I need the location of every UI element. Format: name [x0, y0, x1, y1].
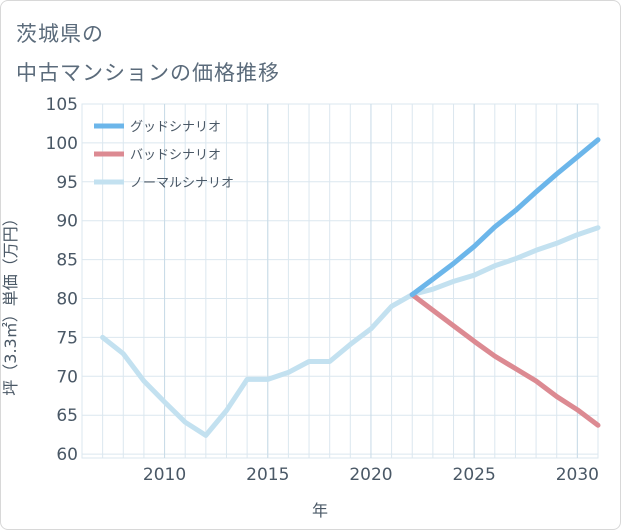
y-tick-label: 75	[56, 328, 78, 348]
y-tick-label: 105	[46, 95, 78, 115]
y-tick-label: 90	[56, 212, 78, 232]
x-tick-label: 2025	[453, 465, 496, 485]
legend-label: グッドシナリオ	[130, 120, 221, 135]
legend-label: バッドシナリオ	[130, 148, 221, 163]
chart-title-line-2: 中古マンションの価格推移	[16, 61, 280, 85]
y-tick-label: 85	[56, 251, 78, 271]
series-line-1	[409, 292, 601, 428]
y-tick-label: 95	[56, 173, 78, 193]
x-tick-label: 2030	[556, 465, 599, 485]
y-tick-label: 65	[56, 406, 78, 426]
y-tick-label: 80	[56, 290, 78, 310]
y-tick-label: 60	[56, 445, 78, 465]
series-line-2	[100, 225, 601, 438]
y-tick-label: 70	[56, 367, 78, 387]
x-axis-label: 年	[311, 501, 329, 520]
x-tick-label: 2020	[349, 465, 392, 485]
x-tick-label: 2015	[246, 465, 289, 485]
chart-title-line-1: 茨城県の	[16, 22, 104, 46]
y-tick-label: 100	[46, 134, 78, 154]
x-tick-label: 2010	[143, 465, 186, 485]
series-line-0	[409, 137, 601, 298]
legend-label: ノーマルシナリオ	[130, 176, 234, 191]
